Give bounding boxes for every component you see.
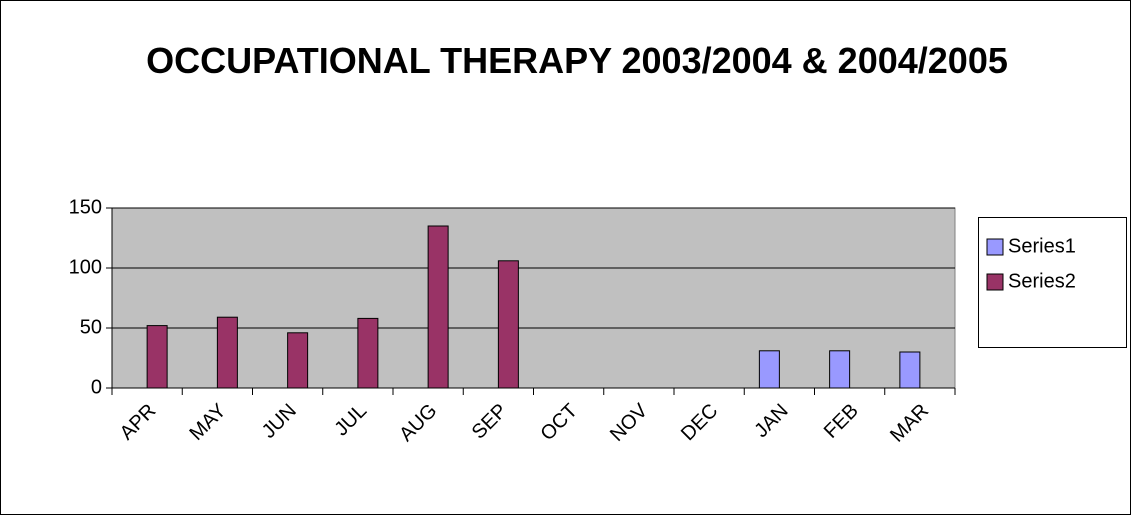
legend-swatch [986,238,1004,256]
y-tick-label: 150 [69,196,102,218]
y-tick-label: 100 [69,256,102,278]
bar [758,350,780,389]
y-tick-label: 0 [91,376,102,398]
legend-swatch [986,273,1004,291]
legend-label: Series2 [1008,270,1076,292]
plot-area [111,207,956,389]
bar [146,325,168,389]
bar [287,332,309,389]
bar [899,351,921,389]
bar [357,317,379,389]
bar [427,225,449,389]
bar [216,316,238,389]
y-tick-label: 50 [80,316,102,338]
bar [829,350,851,389]
legend-label: Series1 [1008,235,1076,257]
chart-title: OCCUPATIONAL THERAPY 2003/2004 & 2004/20… [146,40,1008,81]
bar [497,260,519,389]
